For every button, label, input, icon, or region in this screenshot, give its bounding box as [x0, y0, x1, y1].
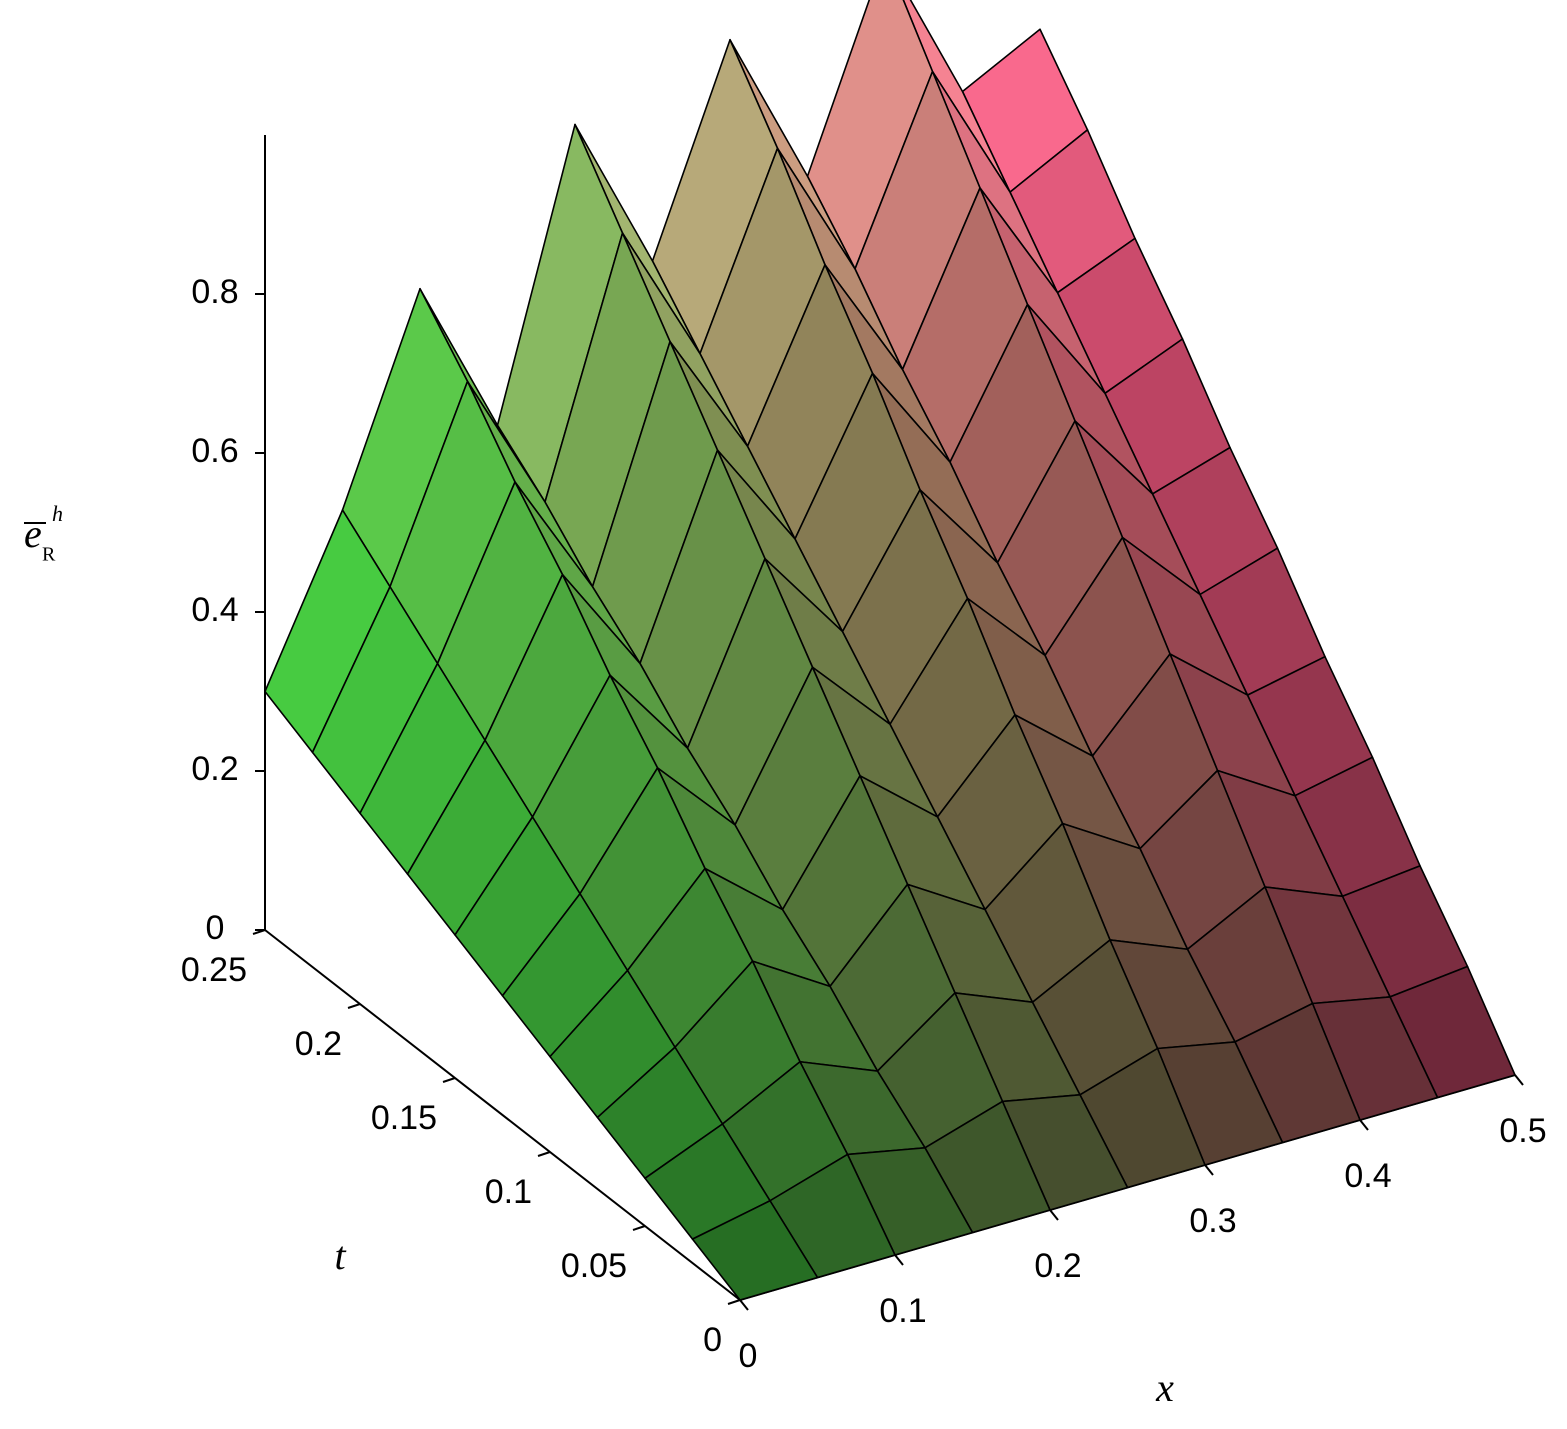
x-tick — [894, 1254, 904, 1266]
z-tick-label: 0.6 — [191, 432, 238, 470]
t-tick-label: 0.25 — [181, 951, 247, 989]
z-tick-label: 0.2 — [191, 750, 238, 788]
t-tick-label: 0.1 — [485, 1173, 532, 1211]
t-tick — [632, 1225, 646, 1231]
x-tick — [1359, 1119, 1369, 1131]
x-tick — [1514, 1074, 1524, 1086]
x-axis-label: x — [1155, 1365, 1174, 1410]
x-tick — [1204, 1164, 1214, 1176]
z-label-base: e — [24, 511, 42, 556]
t-tick — [537, 1151, 551, 1157]
x-tick-label: 0.4 — [1344, 1157, 1391, 1195]
x-tick — [739, 1299, 749, 1311]
t-tick — [442, 1077, 456, 1083]
x-tick-label: 0.3 — [1189, 1202, 1236, 1240]
z-tick-label: 0.8 — [191, 273, 238, 311]
z-label-sub: R — [42, 544, 56, 566]
z-axis-label: e R h — [24, 501, 63, 566]
t-tick-label: 0.05 — [561, 1247, 627, 1285]
surface-patch — [691, 1199, 819, 1301]
t-tick-label: 0 — [703, 1321, 722, 1359]
t-tick-label: 0.15 — [371, 1099, 437, 1137]
t-tick — [727, 1299, 741, 1305]
t-axis — [264, 929, 741, 1301]
z-tick-label: 0 — [206, 909, 225, 947]
z-tick-label: 0.4 — [191, 591, 238, 629]
x-tick-label: 0.2 — [1034, 1247, 1081, 1285]
t-tick — [347, 1003, 361, 1009]
t-axis-label: t — [334, 1233, 346, 1278]
x-tick-label: 0.5 — [1499, 1112, 1546, 1150]
z-label-sup: h — [52, 501, 63, 526]
t-tick-label: 0.2 — [295, 1025, 342, 1063]
x-tick-label: 0.1 — [879, 1292, 926, 1330]
x-tick-label: 0 — [739, 1337, 758, 1375]
x-tick — [1049, 1209, 1059, 1221]
